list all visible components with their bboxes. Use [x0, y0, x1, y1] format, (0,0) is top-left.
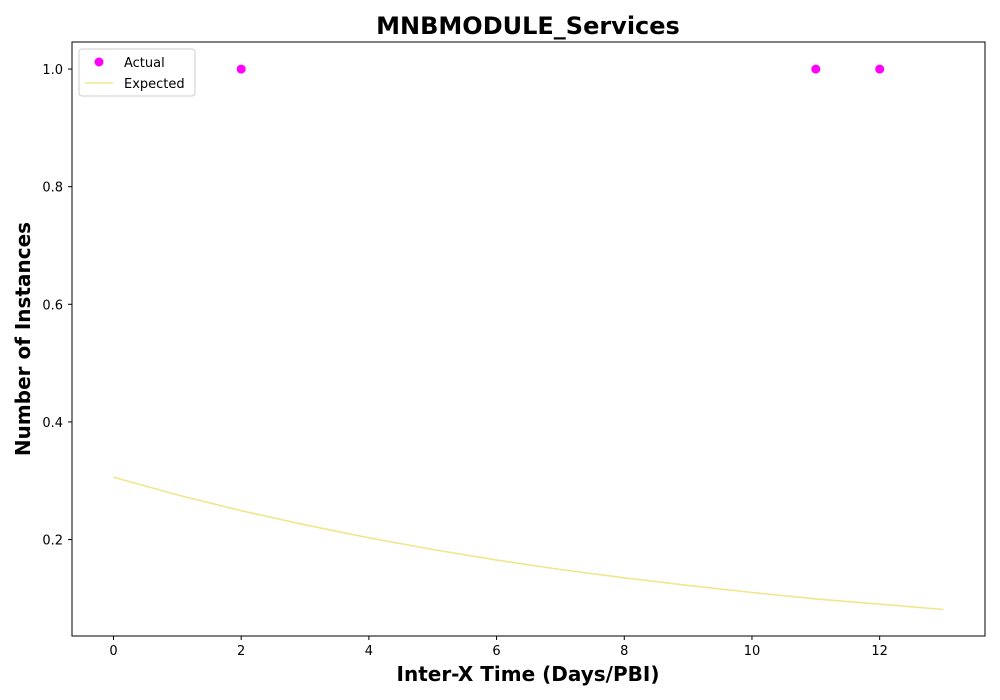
chart-title: MNBMODULE_Services	[376, 12, 680, 40]
x-tick-label: 2	[237, 644, 245, 659]
x-tick-label: 0	[109, 644, 117, 659]
x-tick-label: 6	[492, 644, 500, 659]
data-point-actual	[875, 64, 885, 74]
data-point-actual	[811, 64, 821, 74]
legend-label: Actual	[124, 56, 165, 71]
y-tick-label: 0.6	[42, 298, 63, 313]
x-axis-label: Inter-X Time (Days/PBI)	[397, 662, 660, 686]
x-tick-label: 12	[871, 644, 888, 659]
x-tick-label: 10	[744, 644, 761, 659]
legend-box	[78, 48, 196, 97]
series-line-expected	[113, 476, 944, 611]
legend-marker-actual	[94, 57, 104, 67]
y-tick-label: 0.4	[42, 416, 63, 431]
legend-label: Expected	[124, 77, 185, 92]
y-tick-label: 1.0	[42, 63, 63, 78]
x-tick-label: 8	[620, 644, 628, 659]
legend: Actual Expected	[78, 48, 196, 97]
data-point-actual	[236, 64, 246, 74]
y-tick-label: 0.2	[42, 534, 63, 549]
x-tick-label: 4	[365, 644, 373, 659]
plot-area: 0 2 4 6 8 10 12 0.2 0.4 0.6 0.8 1.0	[42, 41, 986, 659]
plot-frame	[71, 41, 986, 637]
y-axis-label: Number of Instances	[11, 222, 35, 456]
y-tick-label: 0.8	[42, 181, 63, 196]
